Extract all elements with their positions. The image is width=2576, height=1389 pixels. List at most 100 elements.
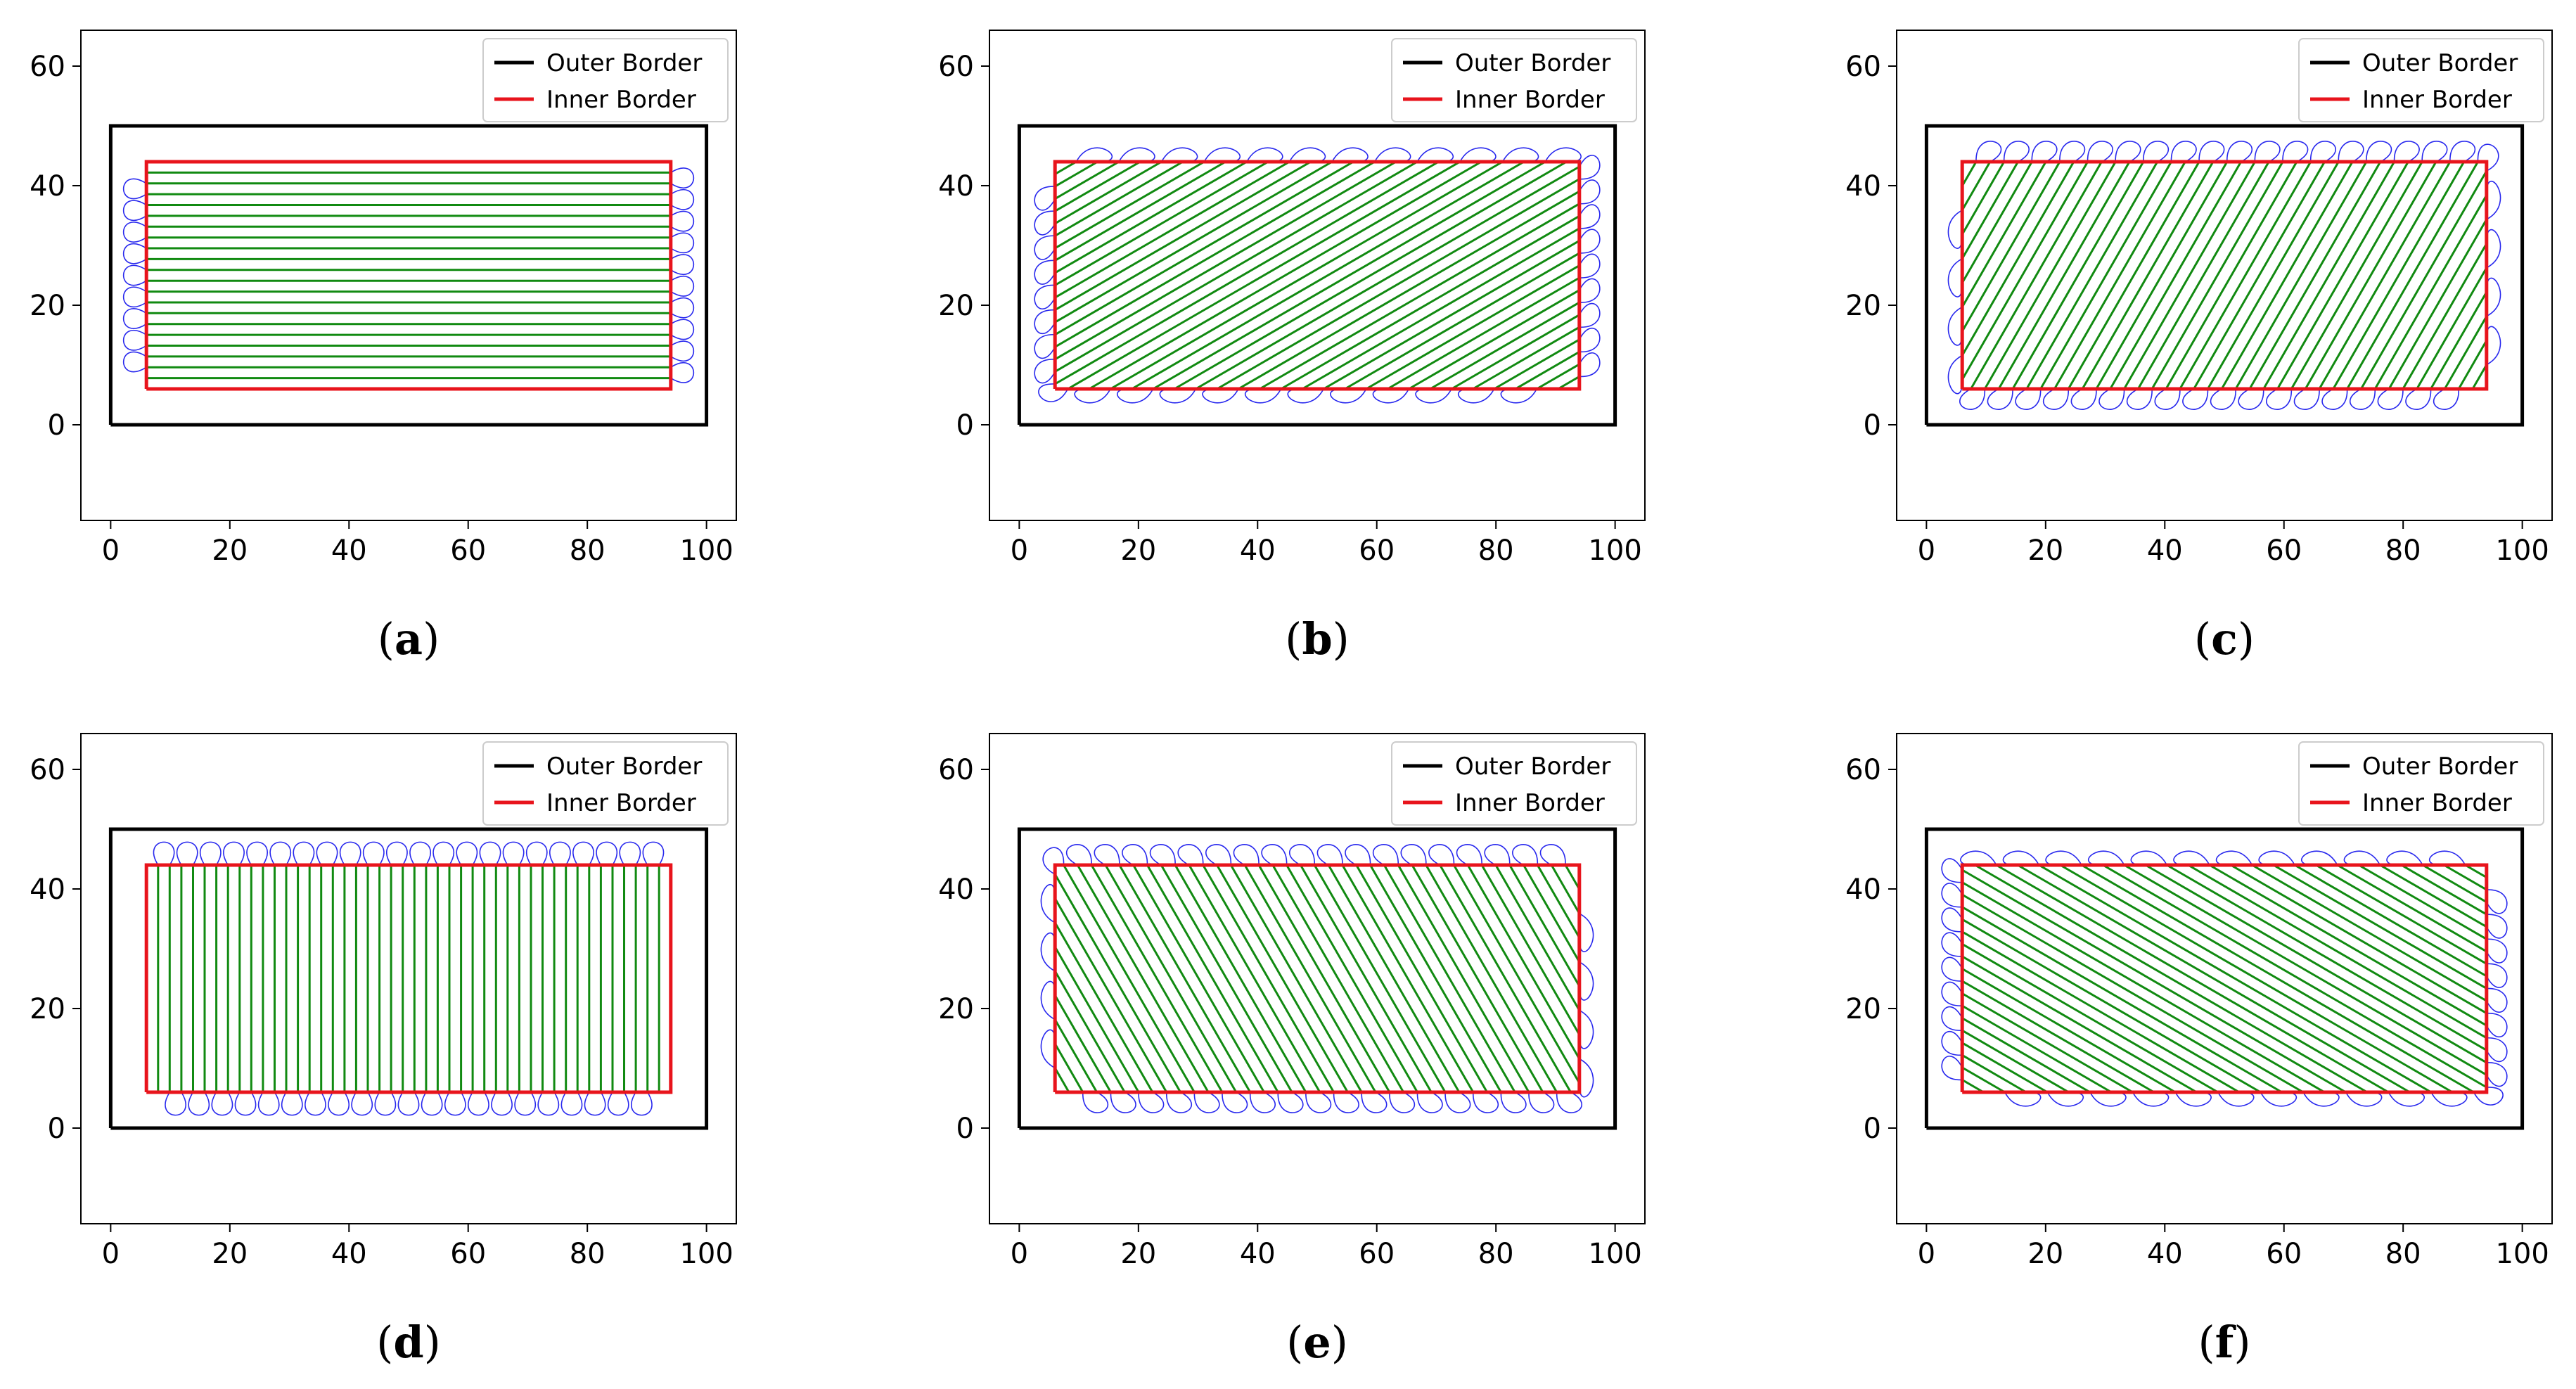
plot-area xyxy=(1017,124,1617,427)
legend-outer-label: Outer Border xyxy=(1455,753,1610,781)
turn-arc xyxy=(2226,141,2253,162)
coverage-line xyxy=(2038,864,2432,1094)
coverage-lines xyxy=(157,865,660,1092)
x-tick-label: 60 xyxy=(450,535,486,567)
coverage-line xyxy=(1054,160,1162,225)
axis-ticks: 0 20 40 60 80 100 0 20 40 60 xyxy=(30,754,733,1270)
coverage-line xyxy=(1961,943,2219,1094)
coverage-line xyxy=(2373,194,2488,390)
coverage-line xyxy=(1088,160,1482,390)
coverage-line xyxy=(1961,161,2089,380)
axis-ticks: 0 20 40 60 80 100 0 20 40 60 xyxy=(30,51,733,567)
turn-arc xyxy=(211,1092,233,1116)
turn-arc xyxy=(1233,844,1260,866)
turn-arc xyxy=(1222,1092,1248,1113)
x-tick-label: 100 xyxy=(679,1238,733,1270)
turn-arc xyxy=(2031,141,2058,162)
coverage-line xyxy=(1054,160,1418,373)
coverage-line xyxy=(2165,161,2298,390)
legend-box xyxy=(2298,741,2544,826)
coverage-line xyxy=(2123,161,2256,390)
x-tick-label: 100 xyxy=(1588,535,1641,567)
turn-arc xyxy=(1034,359,1056,384)
turn-arc xyxy=(1289,844,1316,866)
turn-arc xyxy=(1528,1092,1555,1113)
panel-caption: (e) xyxy=(1286,1317,1348,1368)
coverage-line xyxy=(1961,955,2198,1094)
coverage-line xyxy=(1564,864,1581,890)
coverage-line xyxy=(2109,161,2242,390)
legend-inner-label: Inner Border xyxy=(2362,789,2512,817)
turn-arc xyxy=(572,841,594,866)
coverage-line xyxy=(1286,864,1418,1093)
turn-arc xyxy=(1444,1092,1471,1113)
y-tick-label: 60 xyxy=(938,51,974,83)
coverage-line xyxy=(1961,1042,2049,1094)
coverage-line xyxy=(2471,364,2488,390)
outer-border-line xyxy=(1017,124,1617,427)
turn-arc xyxy=(351,1092,373,1116)
turn-arc xyxy=(1389,1092,1415,1113)
coverage-line xyxy=(1961,161,2047,308)
turn-arc xyxy=(444,1092,466,1116)
legend: Outer Border Inner Border xyxy=(482,38,729,122)
coverage-line xyxy=(2272,864,2487,990)
coverage-line xyxy=(1243,864,1377,1093)
turn-arc xyxy=(2309,141,2336,162)
coverage-line xyxy=(1053,994,1112,1093)
turn-arc xyxy=(2293,388,2320,410)
coverage-line xyxy=(2444,315,2488,390)
legend-box xyxy=(482,38,729,122)
x-tick-label: 60 xyxy=(2266,535,2302,567)
turn-arc xyxy=(1122,844,1148,866)
coverage-line xyxy=(1132,864,1265,1093)
y-tick-label: 0 xyxy=(48,1113,65,1145)
coverage-line xyxy=(2017,864,2411,1094)
axis-ticks: 0 20 40 60 80 100 0 20 40 60 xyxy=(938,754,1642,1270)
y-tick-label: 60 xyxy=(1845,51,1881,83)
x-tick-label: 40 xyxy=(1240,1238,1276,1270)
coverage-line xyxy=(2053,161,2186,390)
coverage-line xyxy=(1961,869,2347,1094)
coverage-line xyxy=(1053,1043,1084,1093)
panel-caption: (f) xyxy=(2198,1317,2250,1368)
x-tick-label: 60 xyxy=(2266,1238,2302,1270)
turn-arc xyxy=(2486,1062,2508,1087)
turn-arc xyxy=(2366,141,2392,162)
coverage-line xyxy=(1054,160,1205,250)
turn-arc xyxy=(1941,956,1963,982)
plot-area xyxy=(1924,124,2525,427)
turn-arc xyxy=(122,308,147,329)
coverage-line xyxy=(1054,160,1184,237)
turn-arc xyxy=(670,319,695,340)
turn-arc xyxy=(1138,1092,1165,1113)
turn-arc xyxy=(1579,155,1601,180)
x-tick-label: 100 xyxy=(2495,535,2549,567)
coverage-line xyxy=(1557,376,1580,390)
coverage-line xyxy=(1053,873,1181,1093)
coverage-line xyxy=(2248,161,2382,390)
coverage-line xyxy=(1131,160,1525,390)
y-tick-label: 20 xyxy=(938,290,974,322)
turn-arc xyxy=(1333,1092,1359,1113)
turn-arc xyxy=(1941,858,1963,883)
coverage-line xyxy=(1053,1067,1070,1093)
coverage-line xyxy=(1961,1066,2006,1094)
coverage-line xyxy=(1961,918,2262,1094)
turn-arc xyxy=(122,330,147,351)
turn-arc xyxy=(584,1092,606,1116)
y-tick-label: 0 xyxy=(1864,409,1881,442)
coverage-line xyxy=(1961,1004,2113,1094)
inner-border-line xyxy=(144,160,673,391)
coverage-line xyxy=(1054,160,1141,212)
coverage-line xyxy=(2251,864,2487,1002)
coverage-line xyxy=(1961,161,2061,332)
turn-arc xyxy=(1456,844,1482,866)
chart-panel-b: 0 20 40 60 80 100 0 20 40 60 Outer Border Inner Bor… xyxy=(938,30,1646,665)
coverage-line xyxy=(1961,1054,2027,1094)
turn-arc xyxy=(1034,284,1056,309)
coverage-line xyxy=(2220,161,2354,390)
chart-panel-d: 0 20 40 60 80 100 0 20 40 60 Outer Border Inner Bor… xyxy=(30,733,737,1368)
turn-arc xyxy=(1512,844,1539,866)
coverage-line xyxy=(2416,267,2488,390)
